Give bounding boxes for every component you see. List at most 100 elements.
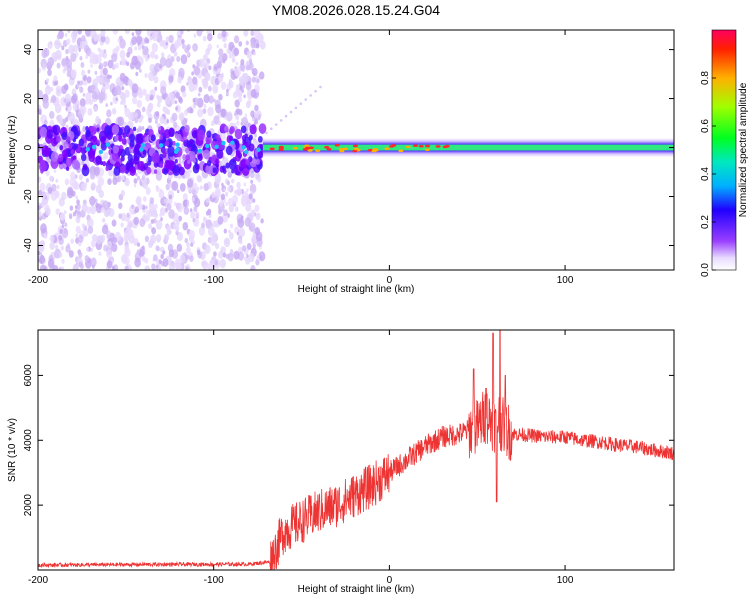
spectrogram-cell <box>215 187 221 196</box>
spectrogram-cell <box>85 92 92 102</box>
spectrogram-cell <box>169 230 172 234</box>
spectrogram-cell <box>174 133 179 139</box>
spectrogram-cell <box>65 58 73 69</box>
spectrogram-cell <box>38 89 43 99</box>
spectrogram-cell <box>169 67 176 78</box>
spectrogram-cell <box>147 160 152 166</box>
spectrogram-cell <box>96 139 100 144</box>
spectrogram-cell <box>253 30 261 39</box>
spectrogram-cell <box>238 41 243 47</box>
spectrogram-cell <box>89 51 96 62</box>
spectrogram-cell <box>217 120 221 126</box>
spectrogram-cell <box>185 147 190 154</box>
spectrogram-cell <box>55 85 62 94</box>
spectrogram-cell <box>218 93 223 101</box>
spectrogram-cell <box>319 85 322 89</box>
spectrogram-cell <box>111 124 120 135</box>
spectrogram-cell <box>138 68 142 73</box>
spectrogram-cell <box>133 155 140 165</box>
spectrogram-cell <box>112 30 119 35</box>
spectrogram-cell <box>82 125 87 133</box>
spectrogram-cell <box>223 157 229 165</box>
spectrogram-cell <box>253 68 257 74</box>
spectrogram-cell <box>242 72 250 83</box>
spectrogram-cell <box>131 204 135 210</box>
spectrogram-cell <box>157 95 163 104</box>
spectrogram-cell <box>39 264 47 270</box>
spectrogram-cell <box>233 47 240 57</box>
spectrogram-cell <box>133 147 139 156</box>
spectrogram-cell <box>239 62 245 72</box>
spectrogram-cell <box>94 54 98 60</box>
y-tick-label: 4000 <box>23 429 34 452</box>
spectrogram-cell <box>125 177 129 183</box>
spectrogram-cell <box>248 58 253 64</box>
spectrogram-cell <box>151 42 159 53</box>
spectrogram-cell <box>78 113 83 120</box>
spectrogram-cell <box>150 219 154 224</box>
spectrogram-cell <box>223 188 226 192</box>
spectrogram-cell <box>150 134 156 142</box>
spectrogram-cell <box>216 134 221 141</box>
spectrogram-cell <box>166 119 170 124</box>
spectrogram-cell <box>38 67 42 74</box>
spectrogram-cell <box>155 171 163 181</box>
spectrogram-cell <box>213 98 216 103</box>
spectrogram-cell <box>56 184 60 190</box>
spectrogram-cell <box>61 258 65 264</box>
spectrogram-cell <box>131 83 139 94</box>
spectrogram-cell <box>165 58 172 69</box>
spectrogram-cell <box>156 101 161 108</box>
spectrogram-cell <box>175 106 178 111</box>
spectrogram-cell <box>56 109 60 114</box>
y-tick-label: 20 <box>23 93 34 105</box>
spectrogram-cell <box>195 211 200 218</box>
spectrogram-cell <box>61 45 65 51</box>
spectrogram-cell <box>155 186 160 193</box>
spectrogram-cell <box>47 41 53 50</box>
spectrogram-cell <box>122 132 127 139</box>
spectrogram-cell <box>81 160 85 166</box>
spectrogram-cell <box>241 145 246 150</box>
spectrogram-cell <box>75 195 79 200</box>
spectrogram-cell <box>254 133 257 138</box>
spectrogram-cell <box>160 253 164 260</box>
spectrogram-cell <box>227 252 234 262</box>
spectrogram-peak <box>398 149 404 153</box>
spectrogram-cell <box>128 133 136 143</box>
spectrogram-cell <box>206 160 212 167</box>
spectrogram-cell <box>56 62 61 69</box>
spectrogram-cell <box>83 44 90 53</box>
snr-xlabel: Height of straight line (km) <box>298 584 415 595</box>
spectrogram-cell <box>188 229 196 240</box>
spectrogram-cell <box>153 209 157 215</box>
spectrogram-cell <box>159 39 165 47</box>
spectrogram-cell <box>132 126 137 132</box>
spectrogram-cell <box>97 76 102 84</box>
spectrogram-cell <box>78 261 83 268</box>
spectrogram-cell <box>183 206 190 215</box>
spectrogram-cell <box>107 230 111 235</box>
snr-frame <box>37 329 675 571</box>
spectrogram-cell <box>72 44 78 53</box>
spectrogram-cell <box>252 198 256 203</box>
spectrogram-cell <box>184 124 190 133</box>
spectrogram-cell <box>107 74 111 79</box>
spectrogram-cell <box>142 196 147 202</box>
spectrogram-peak <box>352 149 358 153</box>
spectrogram-cell <box>119 165 126 174</box>
spectrogram-peak <box>315 149 321 152</box>
spectrogram-cell <box>255 42 260 49</box>
spectrogram-cell <box>245 40 249 46</box>
spectrogram-frame <box>37 29 675 271</box>
spectrogram-cell <box>56 33 61 40</box>
spectrogram-cell <box>168 34 174 44</box>
spectrogram-cell <box>58 234 63 241</box>
spectrogram-cell <box>115 45 120 52</box>
spectrogram-cell <box>237 238 242 244</box>
spectrogram-cell <box>114 85 122 96</box>
spectrogram-cell <box>65 48 69 55</box>
spectrogram-cell <box>226 135 233 144</box>
spectrogram-cell <box>142 45 149 56</box>
spectrogram-cell <box>137 160 145 171</box>
